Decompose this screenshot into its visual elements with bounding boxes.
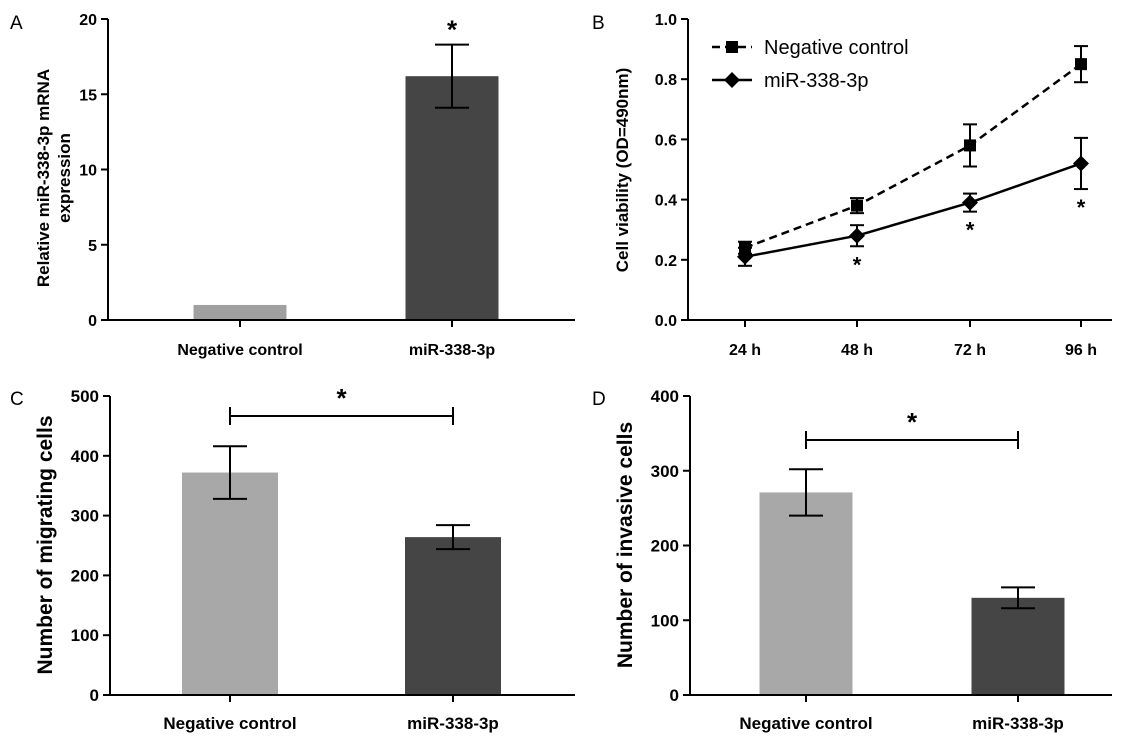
significance-star-b-2: * (1077, 195, 1086, 220)
y-tick-label-b: 0.8 (655, 72, 677, 89)
y-tick-label-a: 10 (79, 163, 97, 180)
bar-c-1 (405, 537, 501, 695)
y-tick-label-a: 15 (79, 87, 97, 104)
legend-diamond-marker (724, 72, 740, 88)
bar-d-1 (971, 597, 1065, 695)
y-axis-label-b: Cell viability (OD=490nm) (613, 68, 632, 273)
data-point-diamond-3 (1073, 155, 1089, 172)
data-point-square-1 (851, 199, 863, 212)
x-tick-label-a-1: miR-338-3p (409, 342, 495, 359)
y-tick-label-c: 0 (90, 686, 99, 705)
y-tick-label-c: 100 (71, 626, 99, 645)
x-tick-label-b-1: 48 h (841, 342, 873, 359)
chart-panel-b: Cell viability (OD=490nm) 24 h 48 h 72 h 96… (613, 12, 1112, 359)
y-tick-label-d: 400 (651, 387, 679, 406)
y-tick-label-d: 0 (670, 686, 679, 705)
data-point-diamond-1 (849, 227, 865, 244)
panel-label-b: B (592, 13, 605, 34)
y-tick-label-c: 400 (71, 447, 99, 466)
chart-panel-d: Number of invasive cells Negative contro… (614, 387, 1112, 733)
significance-star-c: * (336, 383, 347, 413)
data-point-square-2 (964, 139, 976, 152)
plot-area-a: Negative control miR-338-3p 0 5 10 15 20 * (79, 12, 575, 359)
panel-label-d: D (592, 389, 606, 410)
x-tick-label-c-0: Negative control (163, 714, 296, 733)
significance-star-a: * (447, 15, 458, 45)
y-tick-label-b: 1.0 (655, 12, 677, 29)
y-axis-label-a-line1: Relative miR-338-3p mRNA (34, 69, 53, 287)
y-tick-label-b: 0.6 (655, 132, 677, 149)
legend-label-mir: miR-338-3p (764, 70, 868, 92)
series-line-1 (744, 162, 1082, 259)
y-axis-label-a-line2: expression (55, 133, 74, 223)
y-tick-label-c: 500 (71, 387, 99, 406)
y-tick-label-d: 200 (651, 537, 679, 556)
plot-area-c: Negative control miR-338-3p 0 100 200 300 400 5… (71, 383, 575, 733)
data-point-square-3 (1075, 58, 1087, 71)
x-tick-label-d-0: Negative control (739, 714, 872, 733)
significance-star-b-1: * (966, 218, 975, 243)
y-tick-label-b: 0.0 (655, 313, 677, 330)
x-tick-label-b-0: 24 h (729, 342, 761, 359)
x-tick-label-d-1: miR-338-3p (972, 714, 1064, 733)
significance-star-d: * (907, 407, 918, 437)
x-tick-label-b-3: 96 h (1065, 342, 1097, 359)
y-tick-label-d: 100 (651, 611, 679, 630)
y-axis-label-d: Number of invasive cells (614, 422, 637, 668)
y-tick-label-a: 0 (88, 313, 97, 330)
legend-label-negative-control: Negative control (764, 37, 909, 59)
y-tick-label-b: 0.2 (655, 253, 677, 270)
x-tick-label-a-0: Negative control (177, 342, 302, 359)
y-tick-label-b: 0.4 (655, 193, 677, 210)
panel-label-a: A (10, 13, 23, 34)
bar-c-0 (182, 472, 278, 695)
chart-panel-c: Number of migrating cells Negative contr… (34, 383, 575, 733)
x-tick-label-b-2: 72 h (954, 342, 986, 359)
y-tick-label-c: 200 (71, 566, 99, 585)
panel-label-c: C (10, 389, 24, 410)
series-line-0 (744, 63, 1082, 249)
plot-area-d: Negative control miR-338-3p 0 100 200 300 400 * (651, 387, 1112, 733)
x-tick-label-c-1: miR-338-3p (407, 714, 499, 733)
legend-b: Negative control miR-338-3p (712, 37, 909, 92)
significance-star-b-0: * (853, 252, 862, 277)
y-tick-label-a: 5 (88, 238, 97, 255)
y-axis-label-c: Number of migrating cells (34, 415, 57, 674)
bar-a-0 (193, 304, 287, 320)
y-tick-label-c: 300 (71, 507, 99, 526)
bar-a-1 (405, 76, 499, 320)
data-point-diamond-2 (962, 194, 978, 211)
bar-d-0 (759, 492, 853, 695)
data-point-diamond-0 (737, 248, 753, 265)
y-tick-label-a: 20 (79, 12, 97, 29)
legend-square-marker (726, 41, 738, 53)
y-tick-label-d: 300 (651, 462, 679, 481)
plot-area-b: 24 h 48 h 72 h 96 h * * * 0.0 0.2 0.4 0.6 0.8 1.0 (655, 12, 1112, 359)
chart-panel-a: Relative miR-338-3p mRNA expression Nega… (34, 12, 575, 359)
